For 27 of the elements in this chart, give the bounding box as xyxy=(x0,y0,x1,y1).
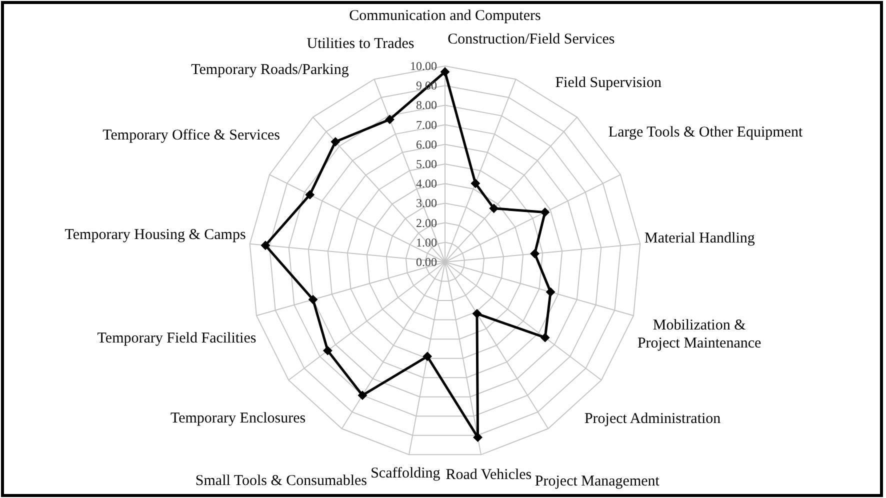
spoke-label: Temporary Housing & Camps xyxy=(64,227,246,244)
y-tick-label: 7.00 xyxy=(416,118,437,132)
y-tick-label: 2.00 xyxy=(416,216,437,230)
y-tick-label: 3.00 xyxy=(416,196,437,210)
spoke-label: Temporary Office & Services xyxy=(102,128,280,144)
spoke-label: Temporary Enclosures xyxy=(170,410,306,426)
spoke-label: Project Administration xyxy=(584,410,722,427)
spoke-label: Mobilization & Project Maintenance xyxy=(637,317,762,352)
spoke-label: Scaffolding xyxy=(370,466,441,482)
spoke-label: Field Supervision xyxy=(555,74,662,91)
spoke-label: Temporary Roads/Parking xyxy=(191,62,350,78)
y-tick-label: 1.00 xyxy=(416,235,437,250)
y-tick-label: 10.00 xyxy=(410,59,437,73)
spoke-label: Utilities to Trades xyxy=(306,36,414,52)
spoke-label: Construction/Field Services xyxy=(448,32,615,48)
spoke-label: Large Tools & Other Equipment xyxy=(608,124,804,140)
spoke-label: Temporary Field Facilities xyxy=(97,330,256,346)
spoke-label: Project Management xyxy=(534,473,660,490)
y-tick-label: 8.00 xyxy=(416,98,437,112)
spoke-label: Material Handling xyxy=(644,230,756,246)
spoke-label: Small Tools & Consumables xyxy=(195,473,368,490)
spoke-label: Communication and Computers xyxy=(349,8,541,24)
spoke-label: Road Vehicles xyxy=(446,467,532,484)
y-tick-label: 5.00 xyxy=(416,157,437,171)
y-tick-label: 4.00 xyxy=(416,176,437,191)
y-tick-label: 6.00 xyxy=(416,137,437,152)
y-tick-label: 0.00 xyxy=(416,255,437,269)
